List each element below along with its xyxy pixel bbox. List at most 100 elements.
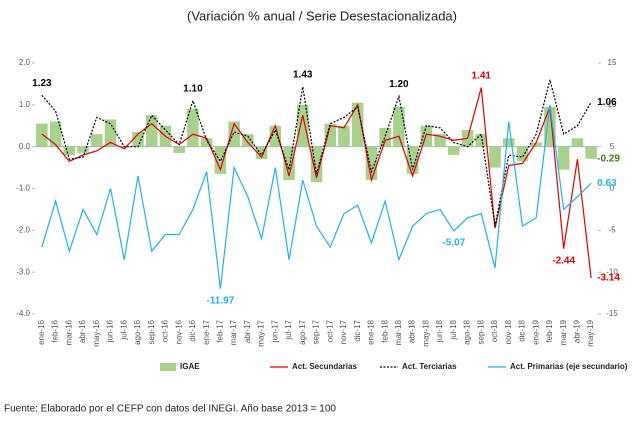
bar: [516, 146, 529, 162]
x-tick-label: mar-17: [229, 319, 238, 345]
legend-label: Act. Secundarias: [292, 362, 357, 371]
x-tick-label: jun-16: [106, 319, 115, 343]
bar: [393, 106, 405, 147]
data-label: 1.43: [293, 69, 313, 80]
y-tick-label: 2.0: [19, 58, 31, 67]
bar: [104, 119, 117, 147]
x-tick-label: feb-16: [51, 319, 60, 342]
bar: [228, 121, 240, 147]
bar: [255, 146, 268, 160]
bar: [420, 125, 433, 147]
y2-tick-label: 0: [610, 184, 615, 193]
x-tick-label: nov-17: [339, 319, 348, 344]
x-tick-label: abr-17: [243, 319, 252, 343]
bar: [269, 125, 282, 147]
bar: [200, 138, 213, 147]
y2-tick-label: -10: [606, 267, 618, 276]
data-label: 1.10: [183, 83, 203, 94]
x-tick-label: mar-19: [559, 319, 568, 345]
data-label: -5.07: [442, 238, 465, 249]
y2-tick-label: 15: [608, 58, 617, 67]
chart-title: (Variación % anual / Serie Desestacional…: [187, 8, 457, 23]
x-tick-label: jun-17: [270, 319, 279, 343]
legend-swatch: [160, 363, 176, 371]
bar: [530, 142, 542, 147]
x-tick-label: ago-18: [463, 319, 472, 344]
legend-label: IGAE: [180, 362, 200, 371]
y2-tick-label: -5: [608, 225, 616, 234]
y-tick-label: -2.0: [16, 225, 30, 234]
x-tick-label: sep-16: [147, 319, 156, 344]
x-tick-label: sep-18: [476, 319, 485, 344]
data-label: -0.29: [597, 153, 620, 164]
x-tick-label: ene-17: [202, 319, 211, 344]
data-label: -2.44: [552, 255, 575, 266]
x-tick-label: abr-18: [408, 319, 417, 343]
x-tick-label: ago-16: [133, 319, 142, 344]
x-tick-label: ene-16: [37, 319, 46, 344]
bar: [91, 134, 103, 147]
line: [41, 79, 592, 227]
x-tick-label: ene-19: [531, 319, 540, 344]
bar: [475, 134, 488, 147]
x-tick-label: dic-17: [353, 319, 362, 341]
x-tick-label: feb-19: [545, 319, 554, 342]
bar: [585, 146, 597, 159]
y-tick-label: -4.0: [16, 309, 30, 318]
x-tick-label: abr-16: [78, 319, 87, 343]
bar: [351, 102, 364, 147]
bar: [187, 109, 199, 147]
x-tick-label: may-18: [421, 319, 430, 346]
bar: [502, 138, 515, 147]
x-tick-label: feb-18: [380, 319, 389, 342]
bar: [544, 106, 556, 147]
data-label: 1.23: [32, 78, 52, 89]
bar: [571, 138, 584, 147]
bar: [77, 146, 89, 153]
x-tick-label: jul-18: [449, 319, 458, 340]
x-tick-label: oct-18: [490, 319, 499, 342]
y2-tick-label: -15: [606, 309, 618, 318]
bar: [434, 134, 446, 147]
x-tick-label: sep-17: [312, 319, 321, 344]
x-tick-label: abr-19: [573, 319, 582, 343]
y2-tick-label: 10: [608, 100, 617, 109]
y-tick-label: 0.0: [19, 142, 31, 151]
data-label: 1.41: [472, 70, 492, 81]
bar: [338, 125, 350, 147]
line: [41, 87, 592, 279]
x-tick-label: nov-18: [504, 319, 513, 344]
x-tick-label: mar-18: [394, 319, 403, 345]
footnote: Fuente: Elaborado por el CEFP con datos …: [4, 404, 336, 415]
bar: [242, 134, 254, 147]
x-tick-label: dic-16: [188, 319, 197, 341]
x-tick-label: may-16: [92, 319, 101, 346]
legend-label: Act. Primarias (eje secundario): [510, 362, 628, 371]
x-tick-label: jul-17: [284, 319, 293, 340]
bar: [557, 146, 570, 170]
data-label: 1.20: [389, 79, 409, 90]
x-tick-label: jun-18: [435, 319, 444, 343]
bar: [310, 146, 323, 183]
bar: [365, 146, 378, 181]
bar: [173, 146, 185, 153]
bar: [297, 104, 309, 147]
x-tick-label: mar-16: [64, 319, 73, 345]
bar: [36, 123, 48, 147]
bar: [324, 123, 336, 147]
bar: [49, 121, 62, 147]
data-label: -3.14: [597, 273, 620, 284]
bar: [132, 132, 144, 147]
x-tick-label: may-19: [586, 319, 595, 346]
x-tick-label: jul-16: [119, 319, 128, 340]
bar: [379, 127, 391, 147]
bar: [448, 146, 460, 156]
x-tick-label: oct-17: [325, 319, 334, 342]
y2-tick-label: 5: [610, 142, 615, 151]
bar: [283, 146, 295, 181]
line: [41, 104, 592, 289]
y-tick-label: -1.0: [16, 184, 30, 193]
x-tick-label: feb-17: [215, 319, 224, 342]
x-tick-label: ene-18: [367, 319, 376, 344]
